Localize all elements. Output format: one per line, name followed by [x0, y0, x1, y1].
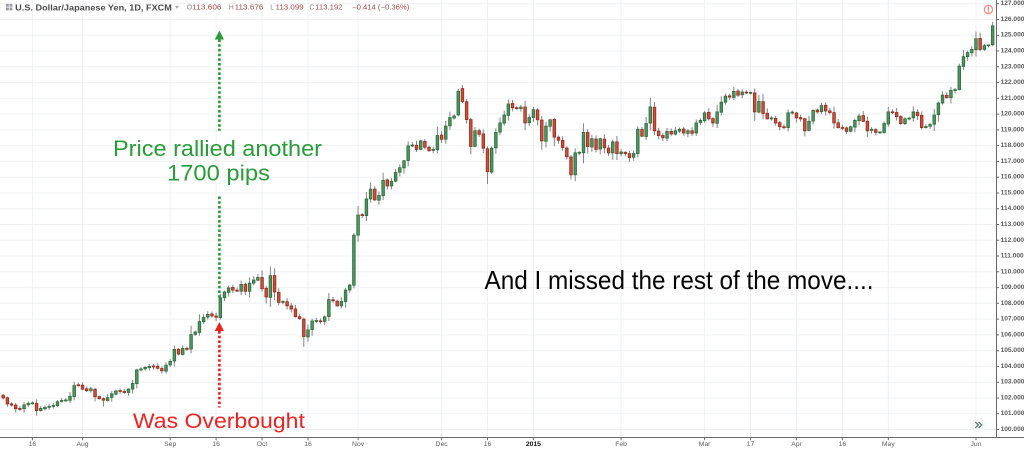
svg-text:108.000: 108.000 — [1001, 300, 1024, 307]
svg-text:C: C — [309, 4, 314, 11]
svg-text:2015: 2015 — [526, 441, 541, 448]
svg-text:109.000: 109.000 — [1001, 284, 1024, 291]
svg-text:117.000: 117.000 — [1001, 158, 1024, 165]
svg-text:113.676: 113.676 — [235, 4, 264, 11]
svg-text:105.000: 105.000 — [1001, 347, 1024, 354]
svg-text:126.000: 126.000 — [1001, 16, 1024, 23]
svg-text:And I missed the rest of the m: And I missed the rest of the move.... — [485, 265, 874, 295]
svg-text:16: 16 — [839, 441, 847, 448]
svg-text:102.000: 102.000 — [1001, 395, 1024, 402]
svg-text:115.000: 115.000 — [1001, 190, 1024, 197]
svg-text:L: L — [270, 4, 274, 11]
svg-text:17: 17 — [747, 441, 755, 448]
svg-text:113.192: 113.192 — [315, 4, 343, 11]
svg-text:127.000: 127.000 — [1001, 0, 1024, 7]
svg-text:116.000: 116.000 — [1001, 174, 1024, 181]
svg-text:Feb: Feb — [615, 441, 627, 448]
svg-text:16: 16 — [29, 441, 37, 448]
svg-text:Aug: Aug — [76, 441, 88, 448]
svg-text:16: 16 — [212, 441, 220, 448]
svg-text:Nov: Nov — [352, 441, 365, 448]
svg-text:16: 16 — [304, 441, 312, 448]
svg-text:124.000: 124.000 — [1001, 48, 1024, 55]
svg-text:120.000: 120.000 — [1001, 111, 1024, 118]
svg-text:103.000: 103.000 — [1001, 379, 1024, 386]
svg-text:101.000: 101.000 — [1001, 410, 1024, 417]
svg-text:Dec: Dec — [436, 441, 449, 448]
svg-text:125.000: 125.000 — [1001, 32, 1024, 39]
svg-text:Price rallied another: Price rallied another — [113, 136, 322, 161]
svg-text:16: 16 — [484, 441, 492, 448]
svg-text:118.000: 118.000 — [1001, 142, 1024, 149]
svg-text:106.000: 106.000 — [1001, 331, 1024, 338]
svg-text:Was Overbought: Was Overbought — [133, 409, 305, 433]
svg-text:113.099: 113.099 — [276, 4, 304, 11]
svg-text:119.000: 119.000 — [1001, 126, 1024, 133]
svg-text:114.000: 114.000 — [1001, 205, 1024, 212]
svg-text:113.000: 113.000 — [1001, 221, 1024, 228]
svg-text:1700 pips: 1700 pips — [167, 161, 270, 186]
svg-text:113.606: 113.606 — [192, 4, 221, 11]
svg-text:100.000: 100.000 — [1001, 426, 1024, 433]
svg-text:Mar: Mar — [699, 441, 711, 448]
svg-text:110.000: 110.000 — [1001, 268, 1024, 275]
svg-text:−0.414 (−0.36%): −0.414 (−0.36%) — [352, 4, 409, 11]
svg-text:123.000: 123.000 — [1001, 63, 1024, 70]
svg-text:Oct: Oct — [257, 441, 268, 448]
svg-text:Jun: Jun — [971, 441, 982, 448]
svg-text:107.000: 107.000 — [1001, 316, 1024, 323]
svg-text:Apr: Apr — [791, 441, 802, 448]
svg-text:Sep: Sep — [164, 441, 176, 448]
svg-text:104.000: 104.000 — [1001, 363, 1024, 370]
svg-text:111.000: 111.000 — [1001, 253, 1024, 260]
svg-text:H: H — [229, 4, 234, 11]
svg-text:May: May — [882, 441, 895, 448]
svg-text:122.000: 122.000 — [1001, 79, 1024, 86]
svg-text:O: O — [187, 4, 193, 11]
svg-text:112.000: 112.000 — [1001, 237, 1024, 244]
svg-text:U.S. Dollar/Japanese Yen, 1D,: U.S. Dollar/Japanese Yen, 1D, FXCM — [15, 3, 172, 13]
svg-text:121.000: 121.000 — [1001, 95, 1024, 102]
